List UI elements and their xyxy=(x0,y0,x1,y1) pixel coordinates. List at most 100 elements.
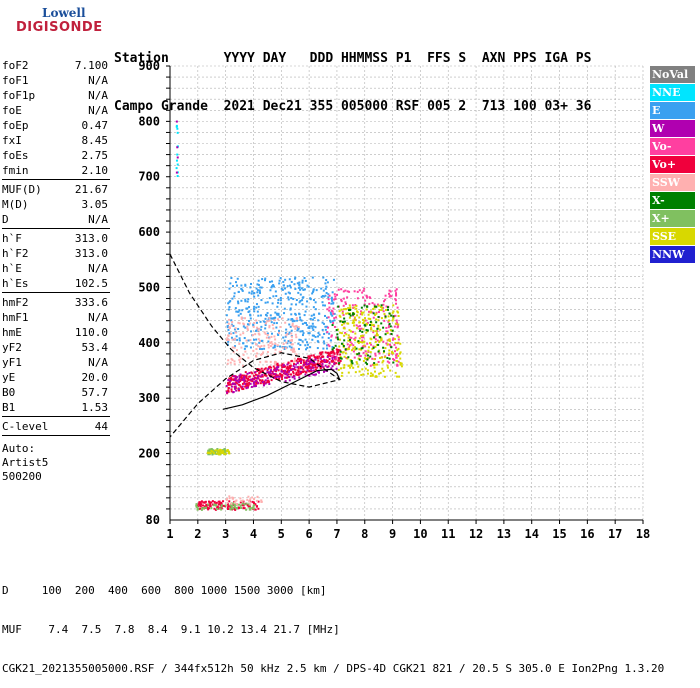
echo-point-voplus xyxy=(261,375,264,378)
echo-point-w xyxy=(225,384,228,387)
echo-point-e xyxy=(279,345,282,348)
echo-point-ssw xyxy=(260,500,263,503)
echo-point-voplus xyxy=(199,507,202,510)
echo-point-e xyxy=(308,327,311,330)
echo-point-vominus xyxy=(389,333,392,336)
legend-item-nne: NNE xyxy=(650,84,695,101)
echo-point-xminus xyxy=(343,339,346,342)
echo-point-sse xyxy=(387,315,390,318)
echo-point-xminus xyxy=(372,346,375,349)
echo-point-xminus xyxy=(373,362,376,365)
echo-point-vominus xyxy=(358,327,361,330)
echo-point-e xyxy=(228,332,231,335)
echo-point-e xyxy=(258,341,261,344)
echo-point-voplus xyxy=(321,351,324,354)
echo-point-w xyxy=(296,362,299,365)
param-row: hmF2 333.6 xyxy=(2,295,110,310)
echo-point-voplus xyxy=(198,502,201,505)
params-group-3: h`F 313.0 h`F2 313.0 h`E N/A h`Es 102.5 xyxy=(2,231,110,291)
ionogram-plot: 1 2 3 4 5 6 7 8 9 10 11 12 13 14 15 16 17 18 802003004005… xyxy=(138,59,650,541)
echo-point-voplus xyxy=(298,360,301,363)
echo-point-voplus xyxy=(211,500,214,503)
echo-point-sse xyxy=(210,449,213,452)
echo-point-e xyxy=(333,312,336,315)
param-value: N/A xyxy=(88,356,108,369)
echo-point-w xyxy=(312,373,315,376)
echo-point-e xyxy=(289,308,292,311)
echo-point-voplus xyxy=(217,507,220,510)
echo-point-vominus xyxy=(337,288,340,291)
echo-point-vominus xyxy=(362,336,365,339)
echo-point-sse xyxy=(353,324,356,327)
echo-point-ssw xyxy=(231,346,234,349)
echo-point-w xyxy=(321,365,324,368)
echo-point-voplus xyxy=(247,378,250,381)
echo-point-e xyxy=(255,321,258,324)
echo-point-sse xyxy=(389,329,392,332)
echo-point-e xyxy=(242,342,245,345)
echo-point-e xyxy=(283,347,286,350)
echo-point-e xyxy=(249,317,252,320)
echo-point-sse xyxy=(358,321,361,324)
echo-point-e xyxy=(290,329,293,332)
echo-point-e xyxy=(244,283,247,286)
echo-point-e xyxy=(311,334,314,337)
echo-point-ssw xyxy=(290,335,293,338)
legend-item-e: E xyxy=(650,102,695,119)
echo-point-voplus xyxy=(209,503,212,506)
echo-point-voplus xyxy=(302,359,305,362)
echo-point-xplus xyxy=(200,508,203,511)
echo-point-sse xyxy=(341,351,344,354)
echo-point-vominus xyxy=(382,303,385,306)
logo-line2: DIGISONDE xyxy=(16,20,103,35)
param-name: fxI xyxy=(2,134,22,147)
echo-point-w xyxy=(317,364,320,367)
echo-point-voplus xyxy=(207,508,210,511)
echo-point-sse xyxy=(379,306,382,309)
echo-point-sse xyxy=(215,452,218,455)
echo-point-voplus xyxy=(305,371,308,374)
echo-point-voplus xyxy=(247,505,250,508)
echo-point-sse xyxy=(371,374,374,377)
param-value: N/A xyxy=(88,213,108,226)
echo-point-sse xyxy=(363,317,366,320)
echo-point-xminus xyxy=(355,347,358,350)
echo-point-w xyxy=(271,372,274,375)
echo-point-voplus xyxy=(301,370,304,373)
echo-point-xminus xyxy=(336,336,339,339)
echo-point-w xyxy=(277,366,280,369)
echo-point-vominus xyxy=(362,296,365,299)
echo-point-voplus xyxy=(258,372,261,375)
echo-point-w xyxy=(293,377,296,380)
echo-point-sse xyxy=(354,371,357,374)
echo-point-ssw xyxy=(256,352,259,355)
echo-point-sse xyxy=(374,363,377,366)
echo-point-sse xyxy=(382,359,385,362)
echo-point-w xyxy=(305,361,308,364)
echo-point-vominus xyxy=(354,336,357,339)
echo-point-w xyxy=(312,369,315,372)
echo-point-ssw xyxy=(227,359,230,362)
echo-point-e xyxy=(324,287,327,290)
echo-point-ssw xyxy=(268,337,271,340)
echo-point-w xyxy=(324,360,327,363)
echo-point-sse xyxy=(391,351,394,354)
echo-point-xminus xyxy=(358,358,361,361)
echo-point-vominus xyxy=(328,306,331,309)
legend-item-w: W xyxy=(650,120,695,137)
echo-point-e xyxy=(249,346,252,349)
echo-point-sse xyxy=(361,341,364,344)
echo-point-e xyxy=(306,341,309,344)
echo-point-e xyxy=(275,322,278,325)
echo-point-sse xyxy=(397,347,400,350)
echo-point-e xyxy=(302,332,305,335)
echo-point-ssw xyxy=(251,496,254,499)
echo-point-e xyxy=(293,320,296,323)
echo-point-xplus xyxy=(213,452,216,455)
echo-point-w xyxy=(318,371,321,374)
echo-point-vominus xyxy=(387,320,390,323)
echo-point-sse xyxy=(378,340,381,343)
echo-point-sse xyxy=(372,308,375,311)
auto-label: Auto: xyxy=(2,442,36,455)
echo-point-e xyxy=(320,295,323,298)
